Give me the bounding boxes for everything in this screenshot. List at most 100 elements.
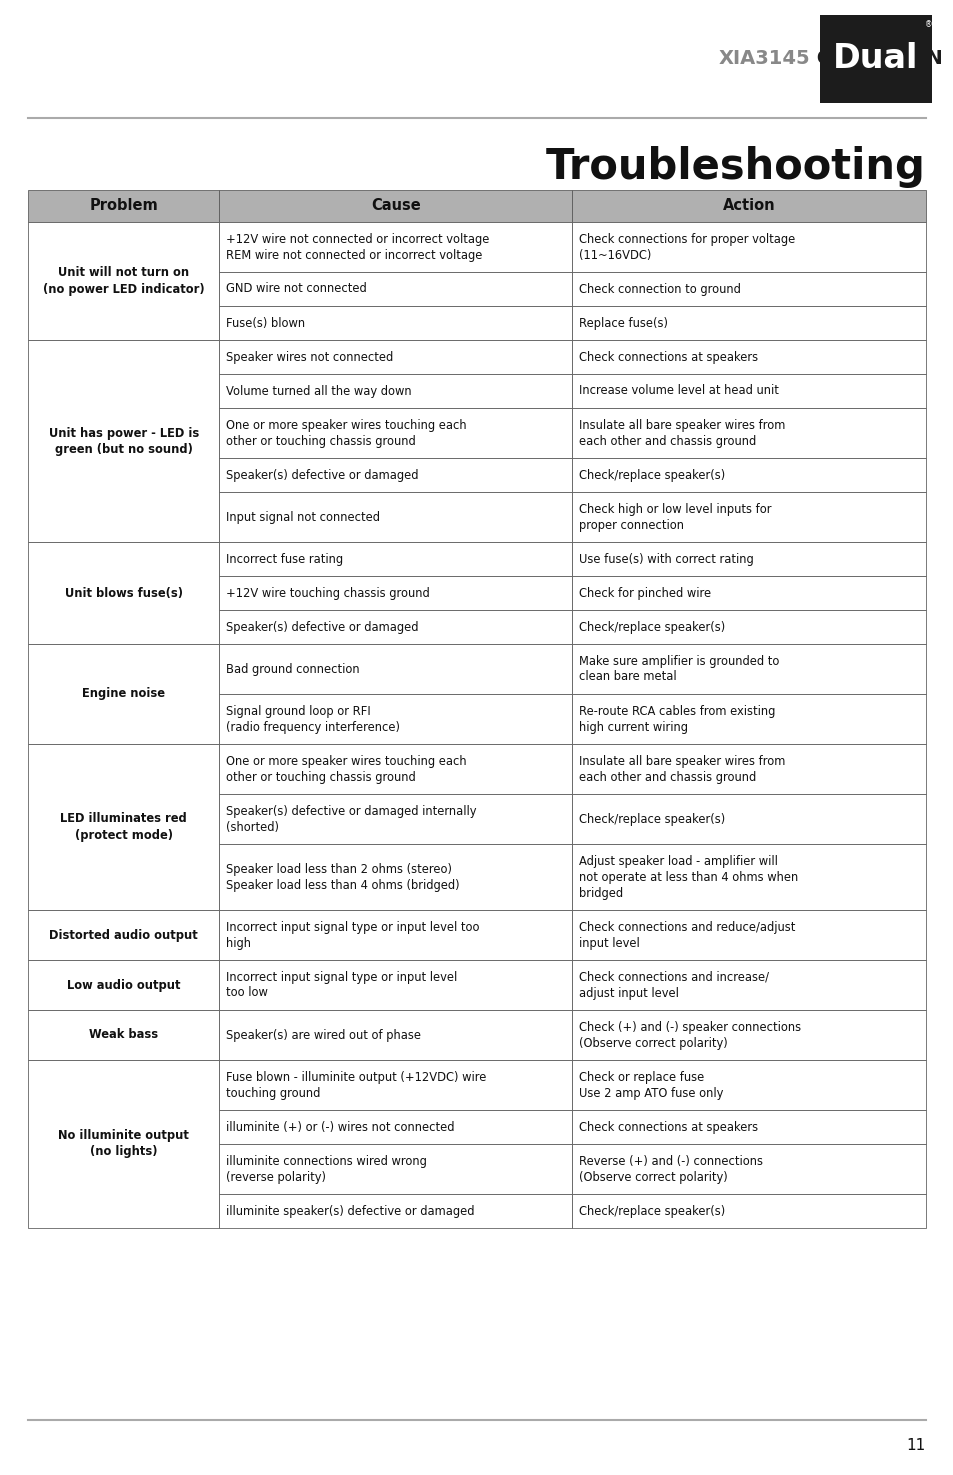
Text: Check for pinched wire: Check for pinched wire [578,587,711,599]
Bar [572,541,925,577]
Text: Input signal not connected: Input signal not connected [226,510,380,524]
Bar [219,611,572,645]
Bar [219,1061,572,1111]
Bar [28,910,219,960]
Bar [572,960,925,1010]
Bar [820,15,931,103]
Text: +12V wire touching chassis ground: +12V wire touching chassis ground [226,587,430,599]
Text: Problem: Problem [90,199,158,214]
Text: ®: ® [924,21,932,30]
Text: Speaker(s) are wired out of phase: Speaker(s) are wired out of phase [226,1028,421,1041]
Bar [219,910,572,960]
Text: Check connections at speakers: Check connections at speakers [578,1121,758,1133]
Text: Check/replace speaker(s): Check/replace speaker(s) [578,621,724,633]
Bar [219,341,572,375]
Text: Speaker(s) defective or damaged: Speaker(s) defective or damaged [226,469,418,481]
Text: Unit has power - LED is
green (but no sound): Unit has power - LED is green (but no so… [49,426,198,456]
Bar [572,190,925,223]
Bar [219,577,572,611]
Bar [572,1010,925,1061]
Bar [572,223,925,271]
Text: Fuse(s) blown: Fuse(s) blown [226,317,305,329]
Text: Incorrect fuse rating: Incorrect fuse rating [226,553,343,565]
Bar [28,743,219,910]
Bar [219,1010,572,1061]
Text: Re-route RCA cables from existing
high current wiring: Re-route RCA cables from existing high c… [578,705,775,733]
Text: Check connection to ground: Check connection to ground [578,283,740,295]
Bar [219,1145,572,1193]
Text: LED illuminates red
(protect mode): LED illuminates red (protect mode) [60,813,187,842]
Text: Check or replace fuse
Use 2 amp ATO fuse only: Check or replace fuse Use 2 amp ATO fuse… [578,1071,722,1099]
Text: No illuminite output
(no lights): No illuminite output (no lights) [58,1130,189,1158]
Text: Dual: Dual [832,43,918,75]
Text: Speaker load less than 2 ohms (stereo)
Speaker load less than 4 ohms (bridged): Speaker load less than 2 ohms (stereo) S… [226,863,459,891]
Bar [572,375,925,409]
Bar [219,1193,572,1229]
Bar [219,541,572,577]
Bar [572,341,925,375]
Bar [572,611,925,645]
Bar [219,493,572,541]
Text: Speaker(s) defective or damaged internally
(shorted): Speaker(s) defective or damaged internal… [226,804,476,833]
Text: One or more speaker wires touching each
other or touching chassis ground: One or more speaker wires touching each … [226,419,466,447]
Text: Check high or low level inputs for
proper connection: Check high or low level inputs for prope… [578,503,771,531]
Text: XIA3145: XIA3145 [718,50,809,68]
Text: illuminite speaker(s) defective or damaged: illuminite speaker(s) defective or damag… [226,1205,475,1217]
Text: Engine noise: Engine noise [82,687,165,701]
Text: +12V wire not connected or incorrect voltage
REM wire not connected or incorrect: +12V wire not connected or incorrect vol… [226,233,489,261]
Text: Check connections and reduce/adjust
input level: Check connections and reduce/adjust inpu… [578,920,795,950]
Text: Signal ground loop or RFI
(radio frequency interference): Signal ground loop or RFI (radio frequen… [226,705,400,733]
Text: Check/replace speaker(s): Check/replace speaker(s) [578,813,724,826]
Text: Check/replace speaker(s): Check/replace speaker(s) [578,469,724,481]
Text: Check connections for proper voltage
(11~16VDC): Check connections for proper voltage (11… [578,233,795,261]
Bar [219,695,572,743]
Bar [219,794,572,844]
Text: OPERATION: OPERATION [809,50,942,68]
Bar [572,844,925,910]
Text: Low audio output: Low audio output [67,978,180,991]
Bar [572,1193,925,1229]
Bar [572,695,925,743]
Text: Check connections at speakers: Check connections at speakers [578,351,758,363]
Bar [219,844,572,910]
Text: Unit will not turn on
(no power LED indicator): Unit will not turn on (no power LED indi… [43,267,204,295]
Text: Insulate all bare speaker wires from
each other and chassis ground: Insulate all bare speaker wires from eac… [578,419,784,447]
Text: Check (+) and (-) speaker connections
(Observe correct polarity): Check (+) and (-) speaker connections (O… [578,1021,801,1050]
Bar [28,1010,219,1061]
Text: Fuse blown - illuminite output (+12VDC) wire
touching ground: Fuse blown - illuminite output (+12VDC) … [226,1071,486,1099]
Text: Weak bass: Weak bass [89,1028,158,1041]
Text: Cause: Cause [371,199,420,214]
Bar [572,493,925,541]
Text: Adjust speaker load - amplifier will
not operate at less than 4 ohms when
bridge: Adjust speaker load - amplifier will not… [578,854,798,900]
Bar [219,645,572,695]
Bar [28,541,219,645]
Bar [572,1145,925,1193]
Text: Make sure amplifier is grounded to
clean bare metal: Make sure amplifier is grounded to clean… [578,655,779,683]
Text: Action: Action [722,199,775,214]
Bar [28,1061,219,1229]
Text: One or more speaker wires touching each
other or touching chassis ground: One or more speaker wires touching each … [226,755,466,783]
Bar [572,577,925,611]
Text: Incorrect input signal type or input level too
high: Incorrect input signal type or input lev… [226,920,479,950]
Bar [219,305,572,341]
Bar [28,341,219,541]
Text: Distorted audio output: Distorted audio output [50,928,198,941]
Bar [572,409,925,459]
Bar [219,223,572,271]
Bar [28,645,219,743]
Bar [572,1111,925,1145]
Text: Speaker wires not connected: Speaker wires not connected [226,351,393,363]
Text: Volume turned all the way down: Volume turned all the way down [226,385,412,397]
Bar [219,190,572,223]
Bar [219,960,572,1010]
Bar [219,743,572,794]
Bar [28,223,219,341]
Text: Bad ground connection: Bad ground connection [226,662,359,676]
Text: Increase volume level at head unit: Increase volume level at head unit [578,385,779,397]
Bar [572,794,925,844]
Text: Reverse (+) and (-) connections
(Observe correct polarity): Reverse (+) and (-) connections (Observe… [578,1155,762,1183]
Bar [28,190,219,223]
Bar [572,1061,925,1111]
Text: Check/replace speaker(s): Check/replace speaker(s) [578,1205,724,1217]
Bar [572,743,925,794]
